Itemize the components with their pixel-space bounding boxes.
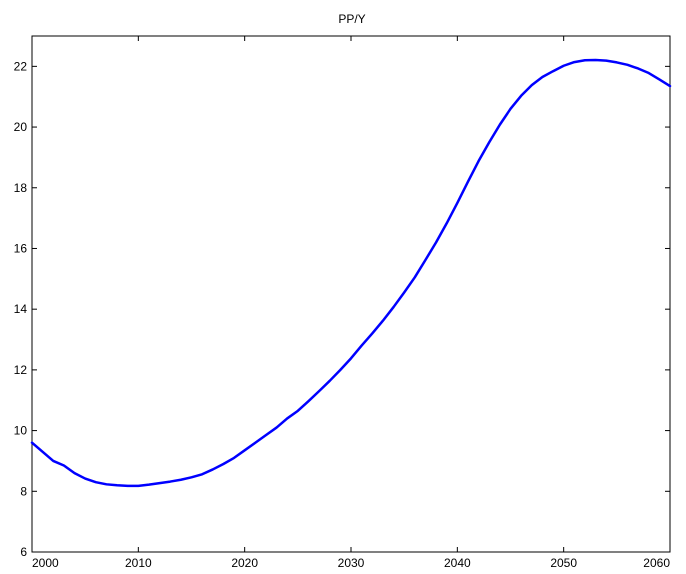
series-line bbox=[30, 58, 672, 488]
x-tick-label: 2040 bbox=[444, 556, 471, 570]
y-tick-label: 10 bbox=[14, 424, 28, 438]
y-axis: 6 8 10 12 14 16 18 20 22 bbox=[14, 59, 670, 559]
y-tick-label: 8 bbox=[20, 484, 27, 498]
y-tick-label: 12 bbox=[14, 363, 28, 377]
y-tick-label: 16 bbox=[14, 241, 28, 255]
x-tick-label: 2000 bbox=[32, 556, 59, 570]
y-tick-label: 20 bbox=[14, 120, 28, 134]
y-tick-label: 14 bbox=[14, 302, 28, 316]
x-tick-label: 2030 bbox=[338, 556, 365, 570]
y-tick-label: 6 bbox=[20, 545, 27, 559]
y-tick-label: 18 bbox=[14, 181, 28, 195]
x-tick-label: 2060 bbox=[643, 556, 670, 570]
x-tick-label: 2010 bbox=[125, 556, 152, 570]
plot-area bbox=[31, 35, 671, 553]
x-tick-label: 2020 bbox=[231, 556, 258, 570]
x-axis: 2000 2010 2020 2030 2040 2050 2060 bbox=[31, 36, 671, 570]
x-tick-label: 2050 bbox=[550, 556, 577, 570]
y-tick-label: 22 bbox=[14, 59, 28, 73]
series-layer bbox=[30, 58, 672, 488]
chart-title: PP/Y bbox=[338, 12, 365, 26]
